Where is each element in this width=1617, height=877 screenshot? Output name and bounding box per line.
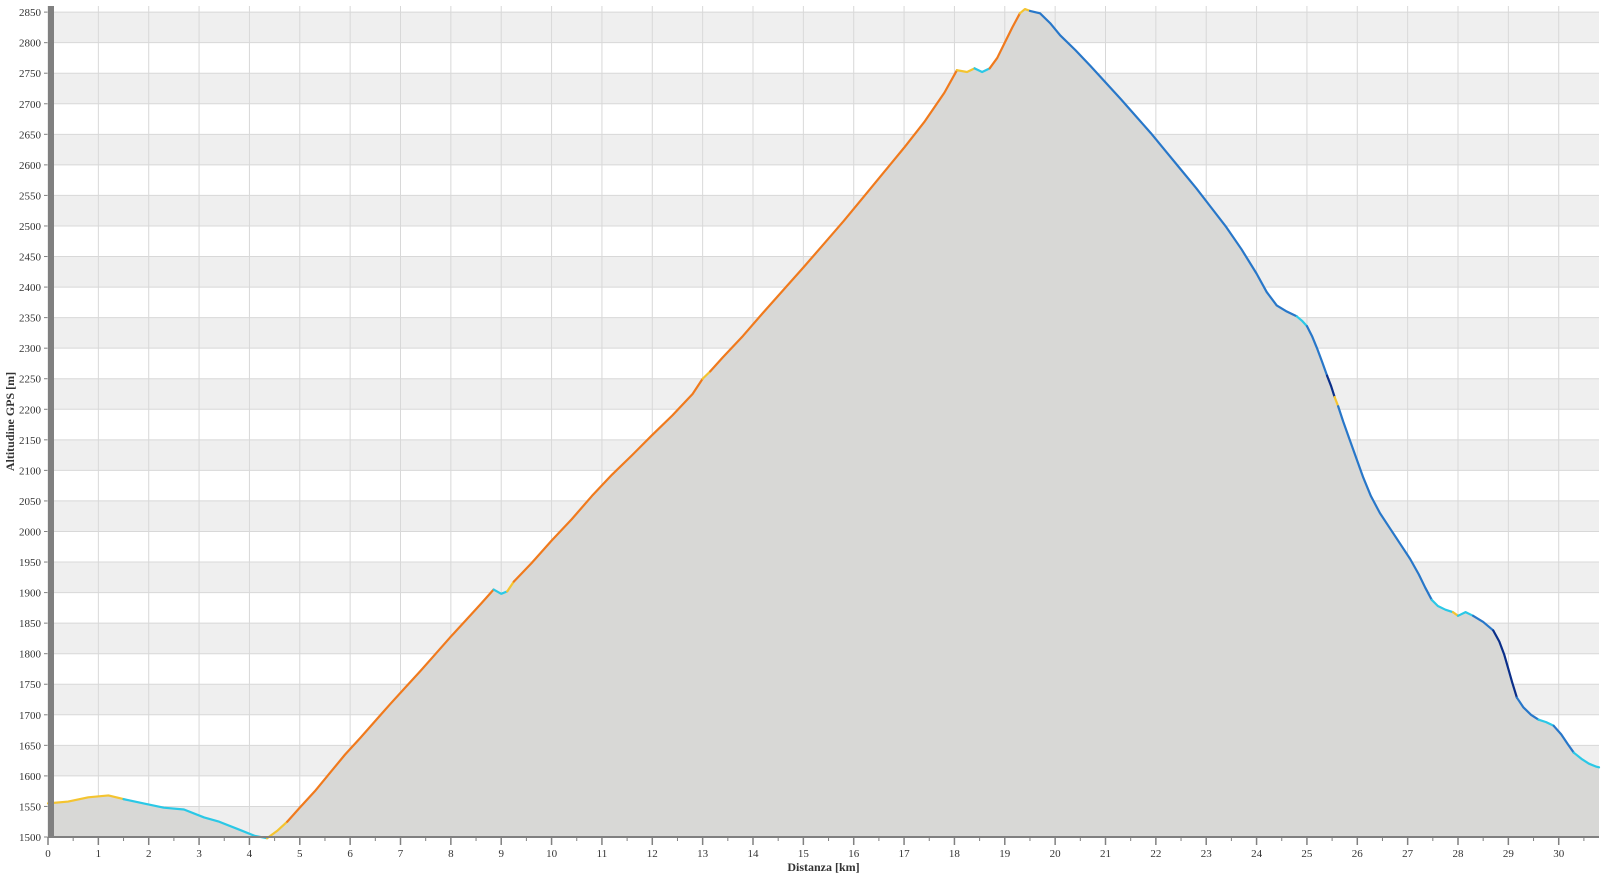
svg-text:13: 13 — [697, 848, 709, 860]
svg-text:21: 21 — [1100, 848, 1111, 860]
svg-text:1600: 1600 — [19, 771, 42, 783]
svg-text:14: 14 — [748, 848, 760, 860]
svg-text:2850: 2850 — [19, 7, 42, 19]
svg-text:1950: 1950 — [19, 557, 42, 569]
svg-text:2000: 2000 — [19, 526, 42, 538]
svg-text:2250: 2250 — [19, 374, 42, 386]
svg-text:1: 1 — [96, 848, 102, 860]
svg-text:18: 18 — [949, 848, 961, 860]
svg-text:2550: 2550 — [19, 190, 42, 202]
svg-text:23: 23 — [1201, 848, 1213, 860]
svg-text:12: 12 — [647, 848, 658, 860]
svg-text:1650: 1650 — [19, 740, 42, 752]
svg-text:2100: 2100 — [19, 465, 42, 477]
svg-text:28: 28 — [1453, 848, 1465, 860]
svg-text:2: 2 — [146, 848, 152, 860]
svg-text:22: 22 — [1150, 848, 1161, 860]
svg-text:1700: 1700 — [19, 710, 42, 722]
elevation-profile-chart: { "chart": { "type": "area", "width": 16… — [0, 0, 1617, 877]
svg-text:29: 29 — [1503, 848, 1515, 860]
x-axis-label: Distanza [km] — [787, 860, 859, 874]
svg-text:15: 15 — [798, 848, 810, 860]
svg-text:17: 17 — [899, 848, 911, 860]
svg-text:8: 8 — [448, 848, 454, 860]
svg-text:2050: 2050 — [19, 496, 42, 508]
svg-text:2500: 2500 — [19, 221, 42, 233]
svg-text:2750: 2750 — [19, 68, 42, 80]
svg-text:11: 11 — [597, 848, 608, 860]
svg-text:5: 5 — [297, 848, 303, 860]
svg-text:20: 20 — [1050, 848, 1062, 860]
svg-text:2200: 2200 — [19, 404, 42, 416]
svg-text:30: 30 — [1553, 848, 1565, 860]
svg-text:27: 27 — [1402, 848, 1414, 860]
svg-text:2350: 2350 — [19, 313, 42, 325]
chart-svg: 1500155016001650170017501800185019001950… — [0, 0, 1617, 877]
svg-text:2650: 2650 — [19, 129, 42, 141]
svg-text:1900: 1900 — [19, 588, 42, 600]
svg-text:2450: 2450 — [19, 252, 42, 264]
svg-text:1750: 1750 — [19, 679, 42, 691]
svg-text:3: 3 — [196, 848, 202, 860]
svg-text:2700: 2700 — [19, 99, 42, 111]
svg-text:1550: 1550 — [19, 801, 42, 813]
svg-text:9: 9 — [498, 848, 504, 860]
svg-text:2150: 2150 — [19, 435, 42, 447]
svg-text:1850: 1850 — [19, 618, 42, 630]
svg-text:2600: 2600 — [19, 160, 42, 172]
svg-text:4: 4 — [247, 848, 253, 860]
svg-text:2800: 2800 — [19, 38, 42, 50]
svg-text:24: 24 — [1251, 848, 1263, 860]
svg-text:25: 25 — [1301, 848, 1313, 860]
svg-text:26: 26 — [1352, 848, 1364, 860]
svg-text:19: 19 — [999, 848, 1011, 860]
y-axis-label: Altitudine GPS [m] — [3, 372, 17, 471]
svg-text:16: 16 — [848, 848, 860, 860]
svg-text:1500: 1500 — [19, 832, 42, 844]
svg-text:2300: 2300 — [19, 343, 42, 355]
svg-text:2400: 2400 — [19, 282, 42, 294]
svg-text:6: 6 — [347, 848, 353, 860]
svg-text:1800: 1800 — [19, 649, 42, 661]
svg-text:7: 7 — [398, 848, 404, 860]
svg-text:0: 0 — [45, 848, 51, 860]
svg-text:10: 10 — [546, 848, 558, 860]
